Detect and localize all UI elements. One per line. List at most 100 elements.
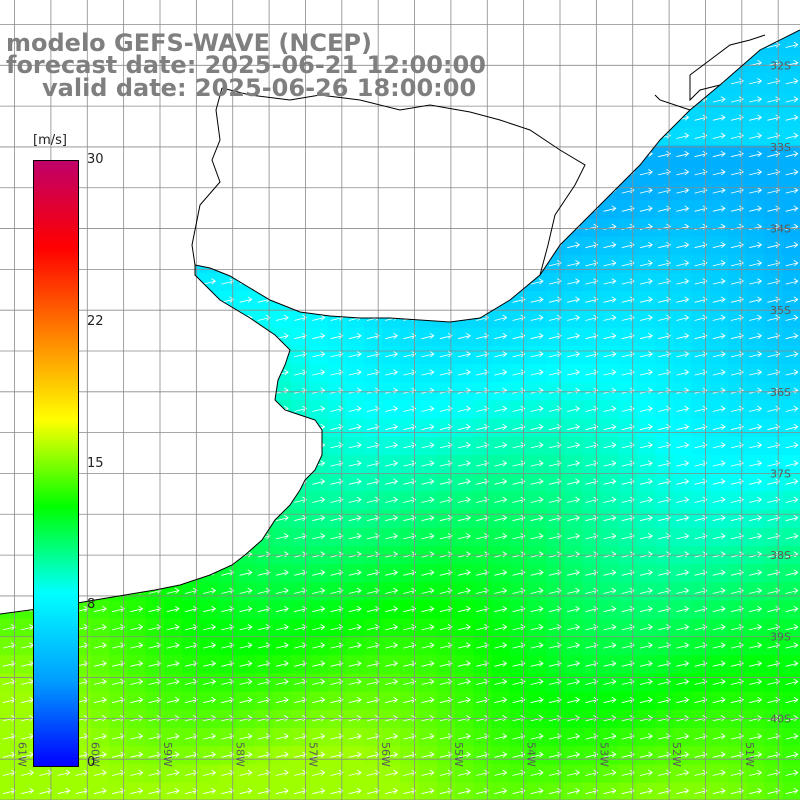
wind-arrow [712,241,726,249]
wind-arrow [712,369,726,376]
wind-arrow [676,169,690,176]
wind-arrow [257,642,271,649]
wind-arrow [603,260,617,267]
wind-arrow [548,369,562,376]
wind-arrow [730,751,744,758]
wind-arrow [476,405,490,412]
wind-arrow [530,478,544,485]
wind-arrow [275,660,289,667]
wind-arrow [112,605,126,613]
speed-cell [491,782,511,800]
wind-arrow [166,787,180,795]
wind-arrow [294,351,308,358]
wind-arrow [785,351,799,358]
wind-arrow [603,405,617,412]
wind-arrow [585,241,599,249]
wind-arrow [476,496,490,503]
wind-arrow [221,769,235,776]
wind-arrow [767,205,781,212]
wind-arrow [767,533,781,540]
wind-arrow [476,787,490,795]
wind-arrow [494,496,508,503]
wind-arrow [312,514,326,522]
wind-arrow [603,332,617,340]
wind-arrow [548,278,562,285]
wind-arrow [730,78,744,85]
wind-arrow [676,423,690,431]
wind-arrow [785,787,799,795]
wind-arrow [730,624,744,631]
wind-arrow [385,678,399,685]
wind-arrow [348,460,362,467]
wind-arrow [330,605,344,613]
wind-arrow [494,605,508,613]
wind-arrow [621,769,635,776]
wind-arrow [767,405,781,412]
wind-arrow [221,733,235,740]
wind-arrow [148,642,162,649]
wind-arrow [730,678,744,685]
wind-arrow [694,478,708,485]
wind-arrow [767,769,781,776]
wind-arrow [567,423,581,431]
wind-arrow [166,733,180,740]
wind-arrow [130,624,144,631]
wind-arrow [330,478,344,485]
wind-arrow [257,787,271,795]
wind-arrow [785,241,799,249]
wind-arrow [548,605,562,613]
lat-label: 34S [770,223,791,236]
wind-arrow [730,132,744,139]
wind-arrow [767,678,781,685]
wind-arrow [403,696,417,704]
lat-label: 39S [770,631,791,644]
wind-arrow [275,787,289,795]
wind-arrow [749,205,763,212]
wind-arrow [712,278,726,285]
wind-arrow [767,551,781,558]
wind-arrow [457,514,471,522]
wind-arrow [712,260,726,267]
wind-arrow [676,605,690,613]
wind-arrow [385,332,399,340]
wind-arrow [184,587,198,594]
wind-arrow [439,569,453,576]
wind-arrow [658,314,672,321]
wind-arrow [730,605,744,613]
speed-cell [600,782,620,800]
wind-arrow [639,769,653,776]
coastline-ocean [0,29,800,615]
wind-arrow [330,678,344,685]
wind-arrow [275,733,289,740]
wind-arrow [639,787,653,795]
wind-arrow [476,769,490,776]
wind-arrow [439,551,453,558]
wind-arrow [676,496,690,503]
wind-arrow [476,369,490,376]
wind-arrow [749,169,763,176]
wind-arrow [494,642,508,649]
title-model: modelo GEFS-WAVE (NCEP) [6,29,372,57]
wind-arrow [385,460,399,467]
wind-arrow [676,624,690,631]
wind-arrow [730,332,744,340]
wind-arrow [421,587,435,594]
wind-arrow [93,696,107,704]
wind-arrow [112,733,126,740]
wind-arrow [749,551,763,558]
wind-arrow [785,278,799,285]
wind-arrow [694,660,708,667]
wind-arrow [312,551,326,558]
wind-arrow [275,533,289,540]
wind-arrow [585,642,599,649]
speed-cell [546,782,565,800]
wind-arrow [130,660,144,667]
wind-arrow [403,533,417,540]
wind-arrow [239,624,253,631]
wind-arrow [75,787,89,795]
speed-cell [218,782,238,800]
wind-arrow [639,405,653,412]
wind-arrow [730,642,744,649]
wind-arrow [348,369,362,376]
wind-arrow [421,442,435,449]
